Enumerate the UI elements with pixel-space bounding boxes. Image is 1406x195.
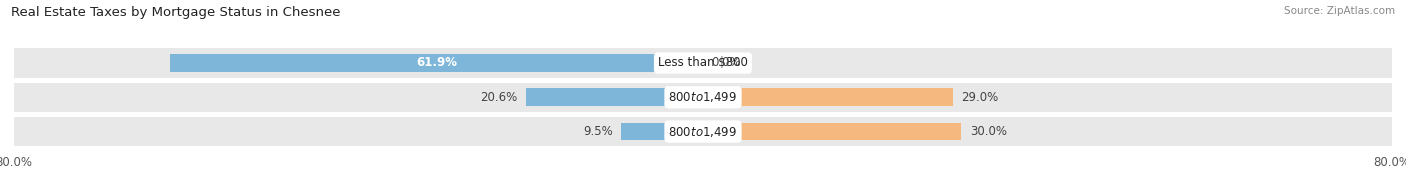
Text: 30.0%: 30.0% (970, 125, 1007, 138)
Text: 29.0%: 29.0% (962, 91, 998, 104)
Text: Source: ZipAtlas.com: Source: ZipAtlas.com (1284, 6, 1395, 16)
Bar (14, 83, 1392, 112)
Text: $800 to $1,499: $800 to $1,499 (668, 90, 738, 104)
Text: Less than $800: Less than $800 (658, 57, 748, 69)
Text: 61.9%: 61.9% (416, 57, 457, 69)
Bar (703, 88, 953, 106)
Bar (14, 48, 1392, 78)
Text: 0.0%: 0.0% (711, 57, 741, 69)
Text: Real Estate Taxes by Mortgage Status in Chesnee: Real Estate Taxes by Mortgage Status in … (11, 6, 340, 19)
Text: $800 to $1,499: $800 to $1,499 (668, 125, 738, 138)
Bar (14, 117, 1392, 146)
Text: 9.5%: 9.5% (583, 125, 613, 138)
Bar (526, 88, 703, 106)
Bar (170, 54, 703, 72)
Bar (621, 123, 703, 140)
Bar (703, 123, 962, 140)
Text: 20.6%: 20.6% (479, 91, 517, 104)
